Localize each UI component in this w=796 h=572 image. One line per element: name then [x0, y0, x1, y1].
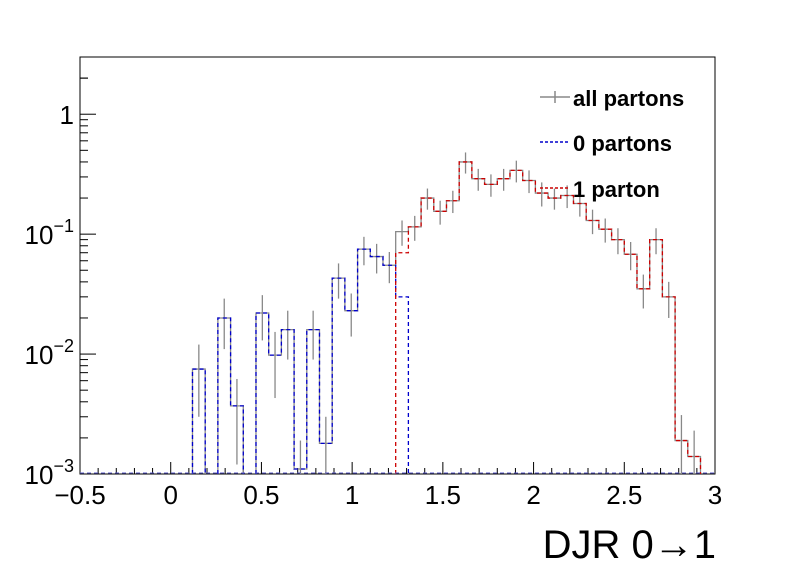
y-tick-label: 1: [60, 100, 74, 130]
legend-label: 1 parton: [573, 177, 660, 202]
series-2-histogram: [395, 161, 702, 474]
x-tick-label: 3: [708, 480, 722, 510]
y-tick-label: 10−3: [25, 456, 74, 490]
x-tick-label: 2.5: [606, 480, 642, 510]
x-tick-label: 1.5: [425, 480, 461, 510]
legend-label: all partons: [573, 86, 684, 111]
x-tick-label: 1: [345, 480, 359, 510]
x-tick-label: 0: [163, 480, 177, 510]
legend-label: 0 partons: [573, 131, 672, 156]
y-tick-label: 10−1: [25, 216, 74, 250]
x-tick-label: 0.5: [243, 480, 279, 510]
x-tick-label: 2: [526, 480, 540, 510]
plot-frame: [79, 56, 716, 475]
y-tick-label: 10−2: [25, 336, 74, 370]
x-axis-label: DJR 0→1: [543, 523, 716, 567]
x-tick-label: −0.5: [54, 480, 105, 510]
series-1-histogram: [191, 248, 410, 474]
